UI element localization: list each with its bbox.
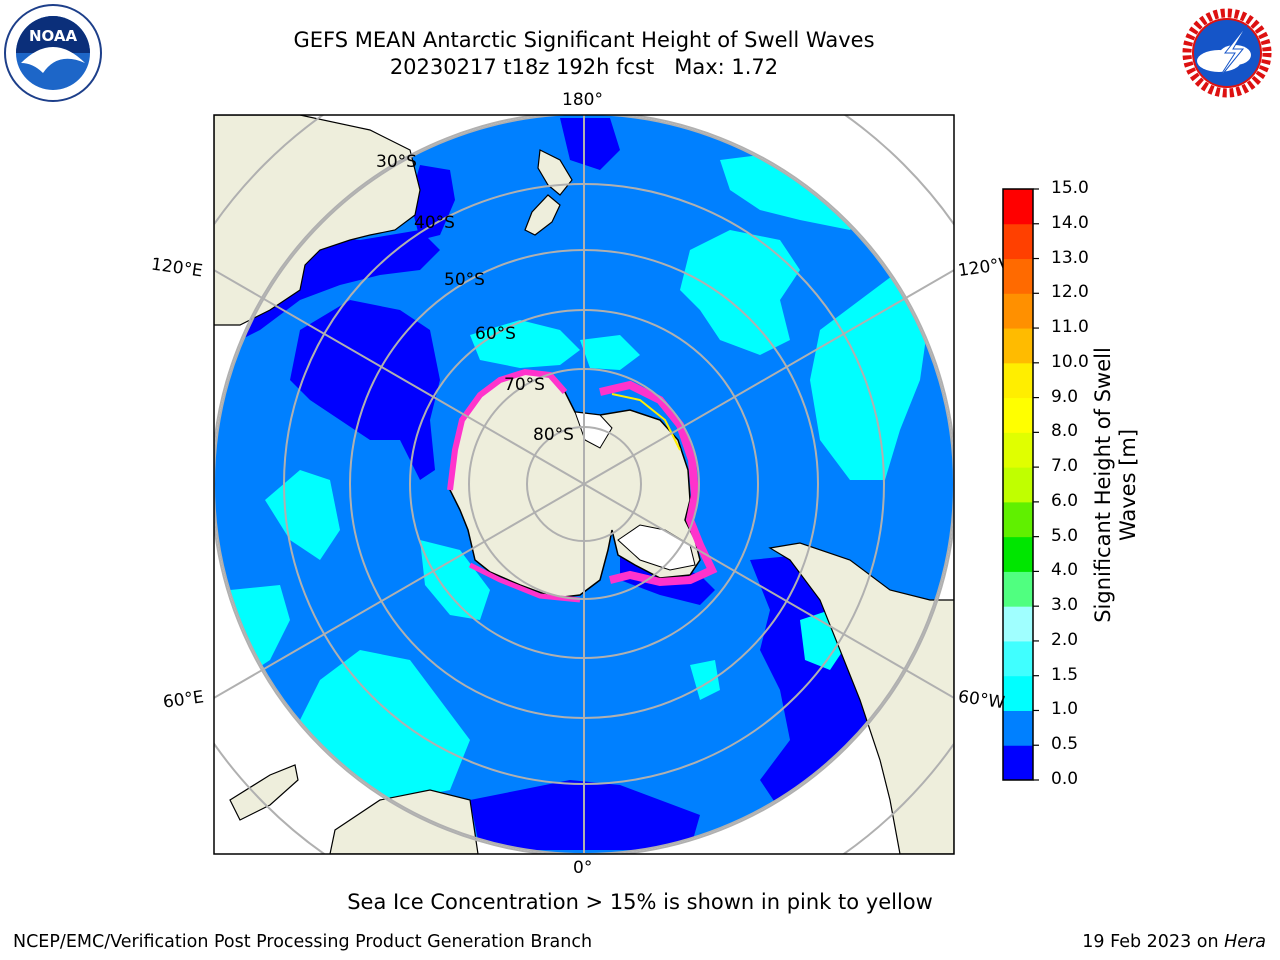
colorbar-tick-label: 3.0	[1051, 595, 1079, 616]
colorbar-bin	[1003, 362, 1033, 399]
colorbar-bin	[1003, 675, 1033, 711]
chart-title: GEFS MEAN Antarctic Significant Height o…	[293, 28, 875, 52]
colorbar-tick-label: 2.0	[1051, 629, 1079, 650]
colorbar-bin	[1003, 293, 1033, 329]
colorbar-tick-label: 0.0	[1051, 769, 1079, 789]
colorbar-bin	[1003, 189, 1033, 225]
sea-ice-high-concentration	[611, 393, 681, 451]
colorbar-bin	[1003, 571, 1033, 607]
graticule	[214, 115, 954, 854]
colorbar-bin	[1003, 223, 1033, 260]
colorbar-tick-label: 1.0	[1051, 699, 1079, 720]
footer-date-text: 19 Feb 2023 on	[1082, 932, 1225, 952]
footer-date: 19 Feb 2023 on Hera	[1082, 932, 1266, 952]
colorbar-tick-label: 15.0	[1051, 178, 1089, 198]
noaa-logo-text: NOAA	[29, 27, 78, 45]
colorbar-bin	[1003, 501, 1033, 538]
colorbar-frame	[1002, 188, 1034, 781]
footer-credit: NCEP/EMC/Verification Post Processing Pr…	[13, 932, 593, 952]
colorbar-label-line2: Waves [m]	[1116, 428, 1140, 542]
sea-ice-note: Sea Ice Concentration > 15% is shown in …	[347, 890, 933, 914]
lon-label-0: 0°	[573, 858, 593, 878]
colorbar-tick-label: 4.0	[1051, 560, 1079, 581]
colorbar-tick-label: 5.0	[1051, 525, 1079, 546]
noaa-logo: NOAA	[4, 4, 102, 102]
colorbar-bin	[1003, 710, 1033, 746]
lat-label-80s: 80°S	[533, 425, 574, 445]
lat-label-60s: 60°S	[475, 324, 516, 344]
colorbar-tick-label: 13.0	[1051, 247, 1089, 268]
lat-label-50s: 50°S	[444, 270, 485, 290]
national-weather-service-logo	[1179, 5, 1275, 101]
colorbar-tick-label: 10.0	[1051, 351, 1089, 372]
colorbar-bin	[1003, 640, 1033, 677]
lat-label-40s: 40°S	[414, 213, 455, 233]
sea-ice-edge-south	[468, 562, 581, 603]
colorbar-label-line1: Significant Height of Swell	[1091, 347, 1115, 623]
colorbar-tick-label: 1.5	[1051, 664, 1079, 685]
colorbar-bin	[1003, 606, 1033, 642]
colorbar-bin	[1003, 467, 1033, 503]
colorbar-bin	[1003, 397, 1033, 433]
colorbar-bin	[1003, 745, 1033, 781]
sea-ice-edge-east	[599, 380, 718, 587]
colorbar-tick-label: 9.0	[1051, 386, 1079, 407]
colorbar-tick-label: 6.0	[1051, 490, 1079, 511]
colorbar-tick-label: 0.5	[1051, 734, 1079, 755]
footer-host: Hera	[1224, 932, 1266, 952]
colorbar-tick-label: 8.0	[1051, 421, 1079, 442]
colorbar-tick-label: 14.0	[1051, 212, 1089, 233]
continents	[214, 115, 954, 854]
colorbar-bin	[1003, 432, 1033, 468]
lon-label-180: 180°	[562, 90, 603, 110]
colorbar-bin	[1003, 328, 1033, 364]
colorbar-bin	[1003, 536, 1033, 572]
lat-label-30s: 30°S	[376, 152, 417, 172]
colorbar-bin	[1003, 258, 1033, 294]
colorbar-tick-label: 11.0	[1051, 317, 1089, 338]
colorbar-tick-label: 12.0	[1051, 282, 1089, 303]
lat-label-70s: 70°S	[504, 375, 545, 395]
colorbar-tick-label: 7.0	[1051, 456, 1079, 477]
chart-subtitle: 20230217 t18z 192h fcst Max: 1.72	[389, 55, 779, 79]
colorbar	[1002, 188, 1039, 781]
map-frame	[213, 114, 955, 855]
